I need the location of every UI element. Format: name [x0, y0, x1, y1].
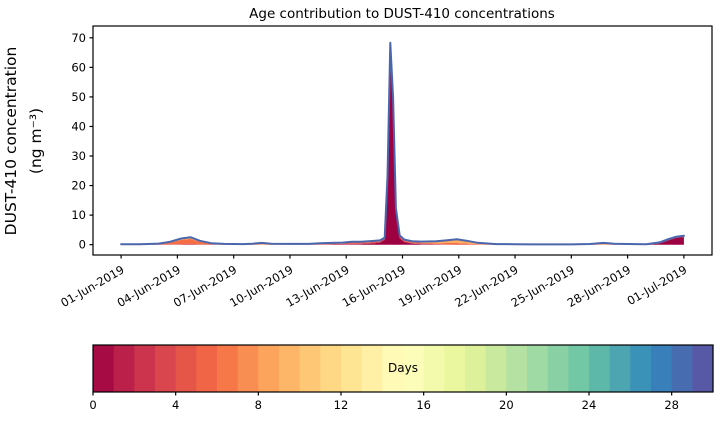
x-tick-label: 28-Jun-2019 — [565, 262, 633, 310]
colorbar-segment — [589, 345, 611, 392]
y-tick-label: 70 — [71, 31, 86, 45]
colorbar-segment — [237, 345, 259, 392]
colorbar-tick-label: 12 — [334, 398, 349, 412]
x-tick-label: 01-Jul-2019 — [625, 262, 690, 307]
stacked-areas — [121, 42, 684, 245]
area-age-0-2-days — [121, 48, 684, 245]
colorbar-tick-label: 28 — [664, 398, 679, 412]
colorbar-segment — [485, 345, 507, 392]
area-age-9-13-days — [121, 43, 684, 245]
total-line-path — [120, 41, 685, 246]
y-tick-label: 50 — [71, 90, 86, 104]
area-age-3-5-days — [121, 45, 684, 245]
area-age-6-8-days — [121, 43, 684, 245]
colorbar-tick-label: 20 — [499, 398, 514, 412]
colorbar-segment — [361, 345, 383, 392]
colorbar-segment — [299, 345, 321, 392]
colorbar-tick-label: 8 — [255, 398, 262, 412]
colorbar-label: Days — [388, 361, 418, 375]
colorbar-segment — [113, 345, 135, 392]
colorbar-segment — [692, 345, 714, 392]
colorbar-segment — [547, 345, 569, 392]
colorbar-segment — [527, 345, 549, 392]
colorbar-segment — [258, 345, 280, 392]
plot-border — [92, 25, 713, 256]
colorbar-segment — [671, 345, 693, 392]
colorbar-segment — [341, 345, 363, 392]
colorbar-segment — [630, 345, 652, 392]
colorbar-tick-label: 16 — [416, 398, 431, 412]
y-tick-label: 40 — [71, 119, 86, 133]
colorbar-segments — [93, 345, 714, 392]
y-tick-label: 60 — [71, 60, 86, 74]
colorbar-tick-label: 24 — [582, 398, 597, 412]
colorbar-segment — [568, 345, 590, 392]
colorbar-segment — [134, 345, 156, 392]
area-age-20-30-days — [121, 42, 684, 245]
colorbar-segment — [320, 345, 342, 392]
chart-title: Age contribution to DUST-410 concentrati… — [249, 6, 555, 22]
colorbar-segment — [175, 345, 197, 392]
colorbar-segment — [651, 345, 673, 392]
x-axis-ticks: 01-Jun-201904-Jun-201907-Jun-201910-Jun-… — [58, 255, 689, 310]
colorbar-segment — [609, 345, 631, 392]
colorbar-segment — [403, 345, 425, 392]
y-axis-units-label: (ng m⁻³) — [27, 108, 45, 174]
colorbar-segment — [465, 345, 487, 392]
y-tick-label: 10 — [71, 208, 86, 222]
colorbar-tick-label: 4 — [172, 398, 179, 412]
colorbar-border — [92, 344, 714, 393]
y-axis-ticks: 0 10 20 30 40 50 60 70 — [71, 31, 93, 252]
colorbar-ticks: 0 4 8 12 16 20 24 28 — [89, 392, 679, 412]
area-age-14-19-days — [121, 43, 684, 245]
colorbar-segment — [196, 345, 218, 392]
colorbar-segment — [93, 345, 115, 392]
y-tick-label: 30 — [71, 149, 86, 163]
colorbar-segment — [423, 345, 445, 392]
y-tick-label: 20 — [71, 179, 86, 193]
y-axis-label: DUST-410 concentration — [2, 47, 20, 236]
colorbar-segment — [155, 345, 177, 392]
colorbar-segment — [506, 345, 528, 392]
colorbar-segment — [444, 345, 466, 392]
colorbar-segment — [217, 345, 239, 392]
y-tick-label: 0 — [79, 238, 86, 252]
colorbar-tick-label: 0 — [89, 398, 96, 412]
colorbar-segment — [382, 345, 404, 392]
total-concentration-line — [120, 41, 685, 246]
colorbar-segment — [279, 345, 301, 392]
